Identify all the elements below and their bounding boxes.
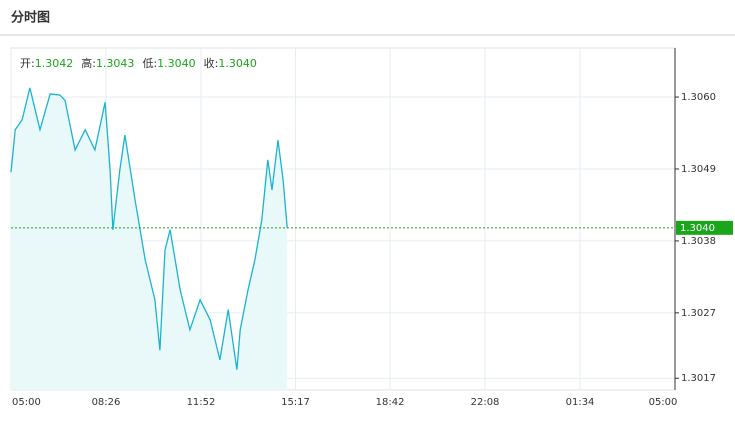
stat-value: 1.3040	[218, 57, 257, 70]
stat-label: 高:	[81, 56, 96, 70]
y-tick-label: 1.3060	[681, 92, 716, 103]
y-tick-label: 1.3038	[681, 236, 716, 247]
stat-value: 1.3040	[157, 57, 196, 70]
x-tick-label: 01:34	[566, 397, 595, 408]
y-tick-label: 1.3027	[681, 308, 716, 319]
stat-value: 1.3043	[96, 57, 135, 70]
page-title: 分时图	[11, 10, 50, 26]
y-tick-label: 1.3017	[681, 373, 716, 384]
x-tick-label: 08:26	[92, 397, 121, 408]
x-tick-label: 15:17	[281, 397, 310, 408]
x-tick-label: 11:52	[187, 397, 216, 408]
stat-label: 收:	[204, 56, 219, 70]
x-tick-label: 05:00	[649, 397, 678, 408]
last-price-tag	[676, 220, 733, 235]
stats: 开:1.3042 高:1.3043 低:1.3040 收:1.3040	[20, 56, 257, 70]
line	[10, 87, 288, 370]
y-tick-label: 1.3049	[681, 164, 716, 175]
stat-value: 1.3042	[35, 57, 74, 70]
x-tick-label: 05:00	[12, 397, 41, 408]
x-tick-label: 22:08	[471, 397, 500, 408]
stat-label: 开:	[20, 57, 35, 70]
stat-label: 低:	[142, 57, 157, 70]
x-tick-label: 18:42	[376, 397, 405, 408]
area	[11, 87, 288, 391]
last-price-label: 1.3040	[680, 223, 715, 234]
